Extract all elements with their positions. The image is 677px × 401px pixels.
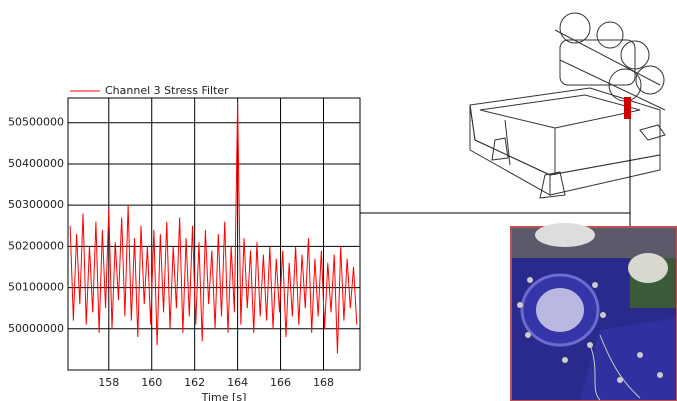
x-tick-label: 166	[270, 376, 291, 389]
data-line	[69, 102, 358, 354]
x-tick-label: 162	[184, 376, 205, 389]
legend-label: Channel 3 Stress Filter	[105, 84, 229, 97]
machine-drawing	[469, 12, 666, 199]
y-tick-label: 50400000	[8, 157, 64, 170]
y-tick-label: 50300000	[8, 198, 64, 211]
y-tick-label: 50000000	[8, 322, 64, 335]
x-tick-label: 168	[313, 376, 334, 389]
x-tick-label: 164	[227, 376, 248, 389]
y-tick-label: 50100000	[8, 281, 64, 294]
y-tick-label: 50500000	[8, 116, 64, 129]
x-tick-label: 158	[98, 376, 119, 389]
photo	[510, 223, 677, 401]
x-tick-label: 160	[141, 376, 162, 389]
sensor-marker	[624, 97, 631, 119]
chart: 50000000 50100000 50200000 50300000 50400000…	[8, 84, 361, 401]
x-axis-label: Time [s]	[201, 391, 247, 401]
y-tick-label: 50200000	[8, 239, 64, 252]
